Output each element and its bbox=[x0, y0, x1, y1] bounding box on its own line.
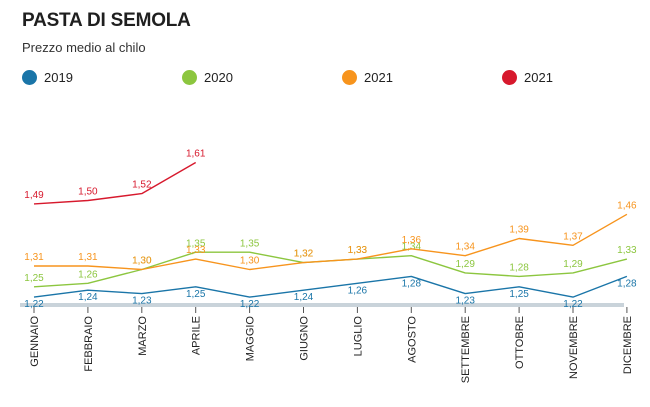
data-label-s2-7: 1,33 bbox=[348, 245, 368, 256]
x-tick-label-12: DICEMBRE bbox=[622, 316, 634, 374]
x-tick-label-5: MAGGIO bbox=[245, 316, 257, 362]
x-tick-label-4: APRILE bbox=[191, 316, 203, 355]
x-tick-label-7: LUGLIO bbox=[352, 316, 364, 357]
data-label-s2-8: 1,34 bbox=[402, 242, 422, 253]
data-label-s1-2: 1,24 bbox=[78, 292, 98, 303]
data-label-s2-1: 1,25 bbox=[24, 273, 44, 284]
legend-label-2020: 2020 bbox=[204, 69, 233, 85]
data-label-s1-3: 1,23 bbox=[132, 296, 152, 307]
x-axis-baseline bbox=[20, 303, 624, 307]
data-label-s1-7: 1,26 bbox=[348, 285, 368, 296]
x-tick-label-3: MARZO bbox=[137, 316, 149, 356]
legend-swatch-2019 bbox=[22, 69, 37, 85]
data-label-s2-6: 1,32 bbox=[294, 249, 314, 260]
x-tick-label-6: GIUGNO bbox=[299, 316, 311, 361]
series-line-1 bbox=[33, 275, 628, 298]
data-label-s3-7: 1,33 bbox=[348, 245, 368, 256]
data-label-s2-2: 1,26 bbox=[78, 269, 98, 280]
chart-subtitle: Prezzo medio al chilo bbox=[22, 40, 146, 55]
data-label-s1-1: 1,22 bbox=[24, 299, 44, 310]
data-label-s2-10: 1,28 bbox=[509, 262, 529, 273]
legend-item-2021-red[interactable]: 2021 bbox=[502, 67, 553, 87]
data-label-s4-3: 1,52 bbox=[132, 180, 152, 191]
legend-item-2019[interactable]: 2019 bbox=[22, 67, 73, 87]
legend-swatch-2021-red bbox=[502, 69, 517, 85]
legend-label-2021-orange: 2021 bbox=[364, 69, 393, 85]
chart-legend: 2019 2020 2021 2021 bbox=[22, 67, 622, 87]
data-label-s3-3: 1,30 bbox=[132, 256, 152, 267]
data-label-s4-1: 1,49 bbox=[24, 190, 44, 201]
legend-label-2021-red: 2021 bbox=[524, 69, 553, 85]
data-label-s3-12: 1,46 bbox=[617, 200, 637, 211]
legend-swatch-2021-orange bbox=[342, 69, 357, 85]
data-label-s1-10: 1,25 bbox=[509, 289, 529, 300]
data-label-s1-12: 1,28 bbox=[617, 278, 637, 289]
data-label-s2-4: 1,35 bbox=[186, 238, 206, 249]
legend-swatch-2020 bbox=[182, 69, 197, 85]
data-label-s3-1: 1,31 bbox=[24, 252, 44, 263]
data-label-s3-11: 1,37 bbox=[563, 231, 583, 242]
legend-item-2020[interactable]: 2020 bbox=[182, 67, 233, 87]
data-label-s1-9: 1,23 bbox=[455, 296, 475, 307]
data-label-s1-5: 1,22 bbox=[240, 299, 260, 310]
data-label-s1-6: 1,24 bbox=[294, 292, 314, 303]
data-label-s1-8: 1,28 bbox=[402, 278, 422, 289]
series-line-2 bbox=[33, 251, 628, 288]
legend-item-2021-orange[interactable]: 2021 bbox=[342, 67, 393, 87]
legend-label-2019: 2019 bbox=[44, 69, 73, 85]
x-tick-label-1: GENNAIO bbox=[29, 316, 41, 367]
chart-title: PASTA DI SEMOLA bbox=[22, 10, 191, 31]
data-label-s3-10: 1,39 bbox=[509, 224, 529, 235]
x-tick-label-9: SETTEMBRE bbox=[460, 316, 472, 383]
x-tick-label-11: NOVEMBRE bbox=[568, 316, 580, 379]
data-label-s2-11: 1,29 bbox=[563, 259, 583, 270]
data-label-s4-2: 1,50 bbox=[78, 187, 98, 198]
series-line-3 bbox=[34, 213, 628, 271]
data-label-s3-6: 1,32 bbox=[294, 249, 314, 260]
x-tick-label-8: AGOSTO bbox=[406, 316, 418, 363]
data-label-s3-5: 1,30 bbox=[240, 256, 260, 267]
data-label-s2-9: 1,29 bbox=[455, 259, 475, 270]
series-line-4 bbox=[33, 161, 197, 205]
x-tick-label-10: OTTOBRE bbox=[514, 316, 526, 369]
data-label-s1-11: 1,22 bbox=[563, 299, 583, 310]
x-tick-label-2: FEBBRAIO bbox=[83, 316, 95, 372]
data-label-s2-5: 1,35 bbox=[240, 238, 260, 249]
data-label-s3-8: 1,36 bbox=[402, 235, 422, 246]
data-label-s1-4: 1,25 bbox=[186, 289, 206, 300]
data-label-s3-9: 1,34 bbox=[455, 242, 475, 253]
data-label-s3-2: 1,31 bbox=[78, 252, 98, 263]
data-label-s4-4: 1,61 bbox=[186, 149, 206, 160]
data-label-s2-3: 1,30 bbox=[132, 256, 152, 267]
data-label-s2-12: 1,33 bbox=[617, 245, 637, 256]
data-label-s3-4: 1,33 bbox=[186, 245, 206, 256]
